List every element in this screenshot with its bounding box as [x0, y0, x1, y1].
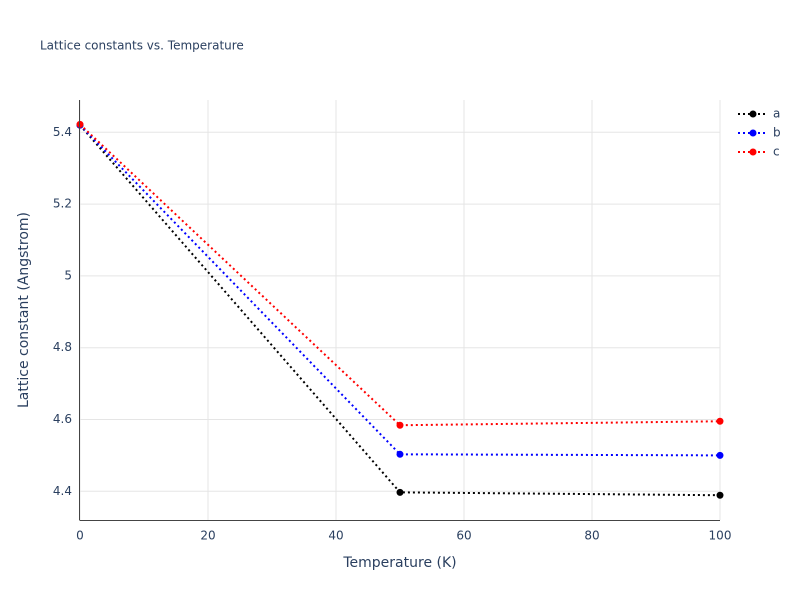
chart-title: Lattice constants vs. Temperature — [40, 39, 244, 53]
x-axis-title: Temperature (K) — [342, 555, 456, 571]
data-point — [716, 417, 724, 425]
x-tick-label: 40 — [328, 529, 343, 543]
grid — [79, 100, 721, 520]
y-axis-title: Lattice constant (Angstrom) — [16, 212, 32, 408]
data-point — [396, 421, 404, 429]
legend-label: a — [773, 107, 780, 121]
series-line — [79, 124, 721, 497]
y-tick-label: 4.6 — [53, 412, 72, 426]
legend-marker — [749, 110, 757, 118]
data-point — [716, 491, 724, 499]
data-point — [716, 451, 724, 459]
x-tick-label: 60 — [456, 529, 471, 543]
y-tick-label: 5.4 — [53, 125, 72, 139]
legend: abc — [738, 107, 781, 159]
x-tick-label: 20 — [200, 529, 215, 543]
x-tick-label: 0 — [76, 529, 84, 543]
series-line — [79, 124, 721, 457]
x-tick-label: 100 — [709, 529, 732, 543]
y-tick-label: 4.4 — [53, 484, 72, 498]
legend-marker — [749, 129, 757, 137]
data-point — [396, 488, 404, 496]
y-tick-label: 4.8 — [53, 340, 72, 354]
x-tick-label: 80 — [584, 529, 599, 543]
plot-area — [76, 120, 724, 499]
y-tick-label: 5.2 — [53, 197, 72, 211]
legend-label: c — [773, 145, 780, 159]
y-tick-label: 5 — [64, 268, 72, 282]
legend-label: b — [773, 126, 781, 140]
series-line — [79, 123, 721, 427]
data-point — [396, 450, 404, 458]
legend-marker — [749, 148, 757, 156]
